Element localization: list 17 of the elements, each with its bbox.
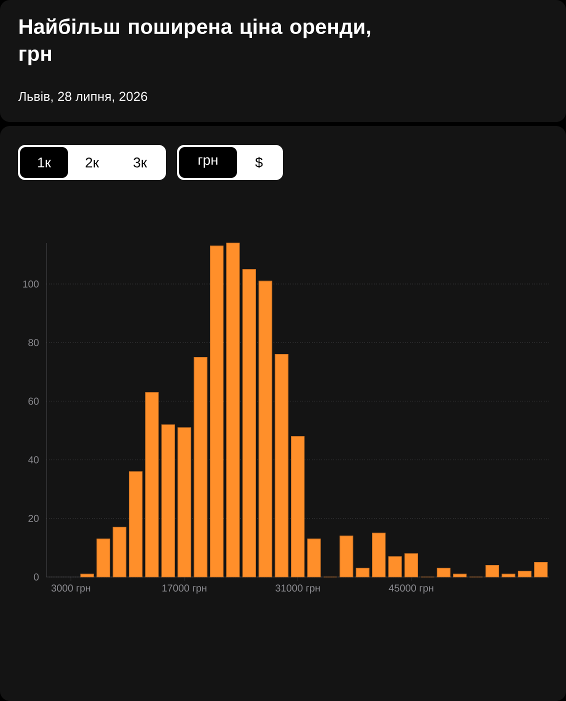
x-tick-label: 3000 грн — [51, 584, 90, 594]
x-tick-label: 17000 грн — [162, 584, 206, 594]
y-tick-label: 100 — [23, 280, 39, 288]
y-tick-label: 60 — [28, 398, 39, 405]
chart-subtitle: Львів, 28 липня, 2026 — [18, 91, 148, 103]
text: 1к — [38, 158, 52, 168]
y-tick-label: 20 — [28, 514, 39, 522]
y-tick-label: 40 — [28, 456, 39, 464]
text: грн — [198, 157, 218, 168]
y-tick-label: 80 — [28, 339, 39, 346]
chart-title: Найбільш поширена ціна оренди, грн — [20, 18, 370, 66]
text: 3к — [134, 158, 148, 168]
y-tick-label: 0 — [34, 573, 39, 581]
x-tick-label: 31000 грн — [276, 584, 320, 594]
text: 2к — [86, 158, 100, 168]
text: $ — [255, 156, 263, 168]
x-tick-label: 45000 грн — [388, 584, 434, 594]
